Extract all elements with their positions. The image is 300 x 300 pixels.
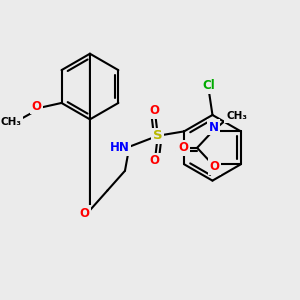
Text: O: O <box>149 154 160 167</box>
Text: O: O <box>149 104 160 117</box>
Text: O: O <box>80 207 89 220</box>
Text: HN: HN <box>110 141 129 154</box>
Text: S: S <box>153 129 163 142</box>
Text: CH₃: CH₃ <box>226 111 247 121</box>
Text: O: O <box>210 160 220 173</box>
Text: CH₃: CH₃ <box>1 117 22 127</box>
Text: Cl: Cl <box>203 79 216 92</box>
Text: N: N <box>208 121 218 134</box>
Text: O: O <box>31 100 41 113</box>
Text: O: O <box>178 141 188 154</box>
